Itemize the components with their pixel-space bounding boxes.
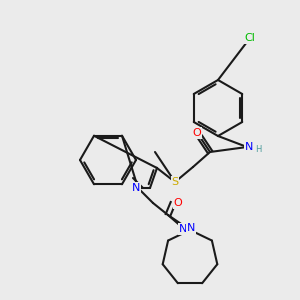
Text: O: O <box>193 128 201 138</box>
Text: N: N <box>187 223 195 233</box>
Text: N: N <box>132 183 140 193</box>
Text: S: S <box>171 177 178 187</box>
Text: Cl: Cl <box>244 33 255 43</box>
Text: N: N <box>179 224 187 234</box>
Text: N: N <box>245 142 253 152</box>
Text: O: O <box>174 198 182 208</box>
Text: H: H <box>255 146 261 154</box>
